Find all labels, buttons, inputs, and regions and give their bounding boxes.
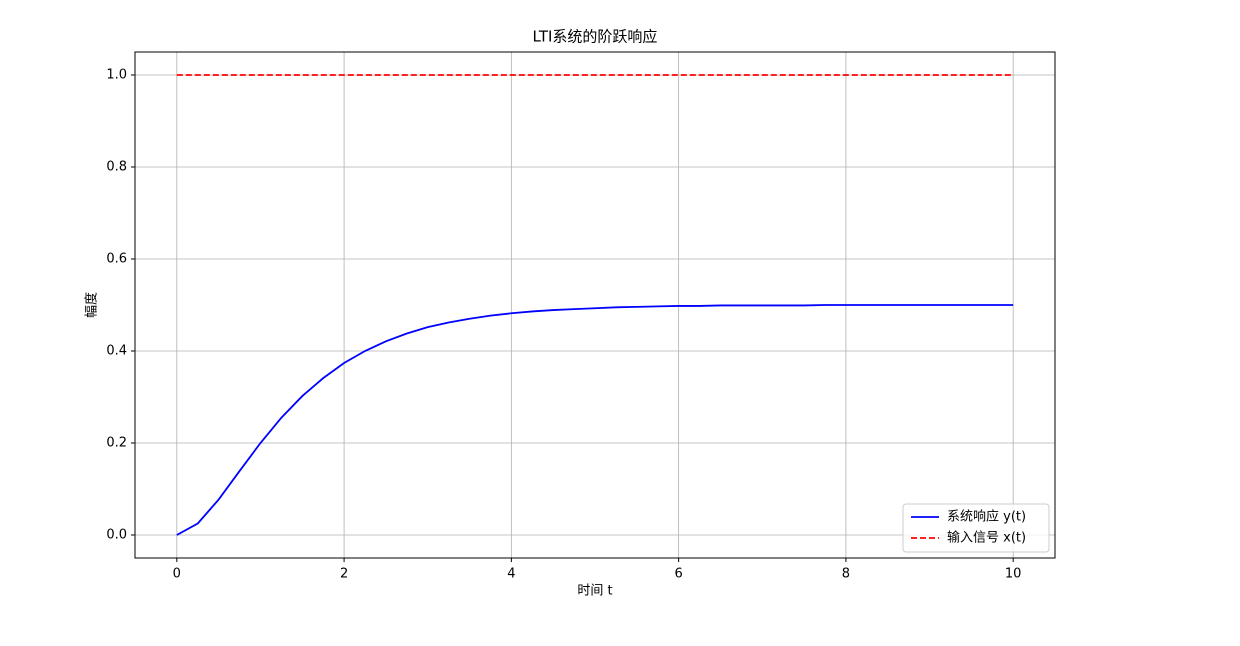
legend-label: 系统响应 y(t) xyxy=(947,509,1026,525)
x-tick-label: 0 xyxy=(173,567,181,582)
x-tick-label: 10 xyxy=(1005,567,1022,582)
y-tick-label: 0.6 xyxy=(106,252,127,267)
y-tick-label: 0.2 xyxy=(106,436,127,451)
x-axis-label: 时间 t xyxy=(577,584,612,599)
legend-box xyxy=(902,503,1050,553)
y-tick-label: 0.0 xyxy=(106,528,127,543)
x-tick-label: 2 xyxy=(340,567,348,582)
y-tick-label: 0.4 xyxy=(106,344,127,359)
x-tick-label: 6 xyxy=(674,567,682,582)
x-tick-label: 4 xyxy=(507,567,515,582)
y-tick-label: 1.0 xyxy=(106,68,127,83)
legend-label: 输入信号 x(t) xyxy=(947,530,1026,546)
series-line xyxy=(176,304,1014,536)
axes-frame xyxy=(134,51,1056,559)
y-axis-label: 幅度 xyxy=(84,292,100,318)
chart-title: LTI系统的阶跃响应 xyxy=(533,28,658,46)
x-tick-label: 8 xyxy=(842,567,850,582)
y-tick-label: 0.8 xyxy=(106,160,127,175)
